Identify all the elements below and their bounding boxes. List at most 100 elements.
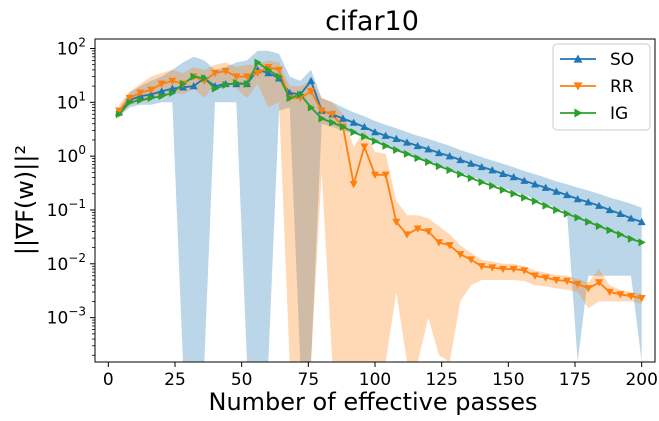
legend-label-rr: RR [610, 77, 634, 97]
point-so [520, 176, 529, 184]
legend-box [552, 43, 651, 131]
point-rr [211, 69, 219, 78]
point-so [285, 88, 294, 97]
point-so [360, 122, 369, 131]
point-rr [360, 143, 369, 151]
point-rr [392, 218, 401, 226]
point-ig [361, 132, 369, 141]
point-rr [445, 242, 454, 250]
point-ig [147, 94, 155, 103]
legend-marker-rr [573, 82, 583, 91]
point-ig [478, 178, 486, 187]
point-rr [616, 291, 625, 299]
point-ig [467, 174, 475, 183]
point-so [627, 214, 635, 222]
point-ig [329, 118, 337, 127]
point-rr [595, 279, 603, 287]
point-ig [254, 58, 262, 67]
point-ig [350, 128, 358, 137]
point-so [445, 152, 454, 160]
point-rr [157, 80, 166, 88]
x-tick-label: 100 [359, 370, 391, 390]
point-ig [435, 162, 443, 171]
point-rr [435, 239, 443, 247]
point-rr [275, 66, 283, 74]
point-so [349, 118, 358, 126]
x-tick-label: 125 [425, 370, 457, 390]
x-axis-label: Number of effective passes [209, 388, 538, 416]
point-ig [606, 226, 614, 235]
point-rr [584, 285, 593, 293]
point-ig [393, 146, 401, 155]
point-ig [457, 170, 465, 179]
point-rr [456, 251, 465, 259]
point-so [392, 134, 401, 143]
point-ig [169, 88, 177, 97]
point-ig [307, 103, 315, 112]
point-so [573, 194, 582, 203]
confidence-bands [119, 50, 642, 362]
point-ig [137, 96, 145, 105]
point-ig [339, 122, 347, 131]
point-ig [425, 157, 433, 166]
point-so [541, 183, 550, 191]
point-rr [552, 276, 561, 285]
y-tick-label: 101 [57, 89, 86, 113]
y-tick-label: 100 [57, 143, 86, 167]
point-so [189, 82, 198, 90]
point-ig [638, 238, 646, 247]
point-ig [595, 222, 603, 231]
point-rr [168, 77, 177, 85]
y-axis: 10−3 10−2 10−1 100 101 102 [47, 35, 95, 356]
point-ig [275, 72, 283, 81]
point-so [584, 198, 593, 206]
point-so [605, 205, 614, 214]
legend-label-ig: IG [610, 104, 628, 124]
point-so [467, 159, 475, 167]
point-so [264, 69, 273, 77]
point-ig [222, 80, 230, 89]
point-rr [605, 288, 614, 296]
point-rr [307, 88, 315, 96]
point-rr [125, 94, 134, 103]
point-rr [264, 63, 273, 72]
point-ig [382, 141, 390, 150]
point-ig [563, 209, 571, 218]
point-rr [424, 228, 433, 236]
point-so [595, 201, 603, 209]
point-ig [414, 154, 422, 163]
legend-marker-ig [574, 108, 583, 118]
y-tick-label: 10−1 [47, 197, 86, 221]
point-rr [328, 111, 337, 119]
point-ig [531, 197, 539, 206]
point-ig [233, 78, 241, 87]
point-rr [563, 277, 571, 285]
point-ig [553, 205, 561, 214]
point-rr [253, 69, 262, 78]
point-ig [371, 137, 379, 146]
legend: SO RR IG [552, 43, 651, 131]
point-so [403, 138, 411, 146]
point-ig [158, 92, 166, 101]
point-so [563, 190, 571, 199]
point-ig [521, 193, 529, 202]
chart-title: cifar10 [325, 6, 419, 37]
point-so [157, 87, 166, 95]
point-ig [179, 79, 187, 88]
point-rr [232, 73, 241, 81]
point-so [552, 187, 561, 195]
point-so [531, 180, 539, 188]
point-ig [403, 149, 411, 158]
x-tick-label: 50 [231, 370, 253, 390]
point-so [477, 162, 486, 171]
point-rr [147, 86, 155, 94]
point-ig [286, 94, 294, 103]
y-axis-label: ||∇F(w)||² [11, 145, 39, 255]
point-rr [403, 231, 411, 239]
point-rr [499, 265, 507, 274]
point-rr [637, 294, 646, 303]
point-ig [446, 166, 454, 175]
point-ig [190, 72, 198, 81]
point-rr [531, 272, 539, 280]
point-ig [627, 234, 635, 243]
